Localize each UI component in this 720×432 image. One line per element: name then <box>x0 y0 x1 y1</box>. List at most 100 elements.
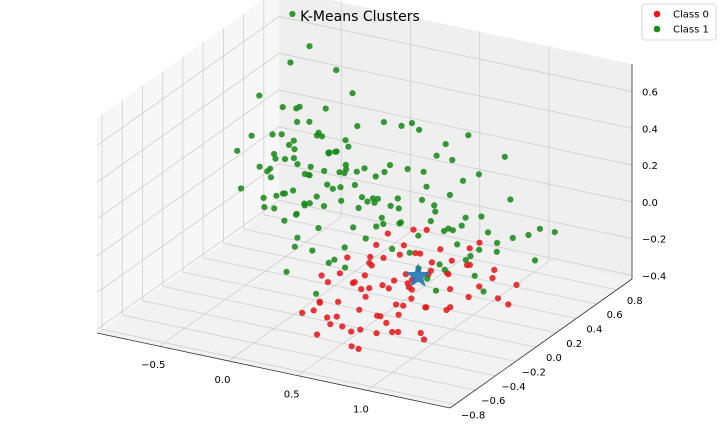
data-point <box>427 218 434 225</box>
data-point <box>476 239 483 246</box>
data-point <box>324 279 331 286</box>
data-point <box>449 156 456 164</box>
data-point <box>395 205 402 212</box>
data-point <box>400 302 407 309</box>
data-point <box>447 286 454 293</box>
z-gridline-back <box>278 163 633 239</box>
data-point <box>313 132 321 139</box>
data-point <box>395 328 402 336</box>
data-point <box>267 174 274 181</box>
y-gridline-floor <box>101 329 456 405</box>
data-point <box>248 132 255 139</box>
y-tick-label: −0.4 <box>501 382 525 393</box>
data-point <box>462 214 469 221</box>
z-gridline-back <box>278 16 633 92</box>
z-gridline-back <box>278 89 633 166</box>
data-point <box>410 226 417 233</box>
data-point <box>385 285 392 292</box>
z-gridline-wall <box>96 16 280 146</box>
data-point <box>417 329 424 337</box>
data-point <box>465 132 472 139</box>
data-point <box>306 172 313 179</box>
data-point <box>418 196 426 203</box>
data-point <box>389 328 396 336</box>
data-point <box>374 312 381 319</box>
data-point <box>361 165 368 172</box>
y-tick-label: 0.0 <box>546 353 562 364</box>
data-point <box>406 249 413 256</box>
x-gridline-floor <box>228 231 411 362</box>
data-point <box>389 245 396 252</box>
data-point <box>378 214 385 221</box>
data-point <box>290 187 297 194</box>
data-point <box>362 235 369 242</box>
data-point <box>464 262 471 269</box>
data-point <box>525 231 532 239</box>
data-point <box>291 243 298 250</box>
data-point <box>279 104 286 111</box>
data-point <box>333 313 340 320</box>
x-gridline-floor <box>159 216 342 347</box>
data-point <box>432 287 440 294</box>
data-point <box>260 194 267 201</box>
back-wall-pane <box>279 0 632 279</box>
data-point <box>491 266 498 273</box>
data-point <box>476 246 483 253</box>
data-point <box>327 321 334 328</box>
data-point <box>281 217 288 224</box>
data-point <box>234 147 241 154</box>
data-point <box>467 253 474 260</box>
data-point <box>373 330 380 337</box>
z-tick-label: 0.4 <box>642 124 658 135</box>
data-point <box>333 148 340 155</box>
legend-box <box>641 3 717 41</box>
data-point <box>315 225 322 232</box>
data-point <box>299 309 306 316</box>
data-point <box>336 270 343 277</box>
data-point <box>416 126 423 133</box>
data-point <box>354 123 361 130</box>
data-point <box>337 184 344 191</box>
data-point <box>454 241 461 248</box>
data-point <box>436 261 443 268</box>
data-point <box>306 200 313 207</box>
z-tick-label: −0.4 <box>642 271 666 282</box>
data-point <box>386 162 394 169</box>
data-point <box>307 163 314 170</box>
data-point <box>415 232 422 239</box>
data-point <box>348 343 355 350</box>
data-point <box>431 202 438 209</box>
data-point <box>417 250 424 257</box>
data-point <box>342 137 349 144</box>
data-point <box>287 59 294 66</box>
data-point <box>362 293 369 300</box>
data-point <box>324 314 331 321</box>
data-point <box>462 257 469 264</box>
data-point <box>441 266 448 273</box>
data-point <box>351 181 358 189</box>
data-point <box>408 295 415 302</box>
data-point <box>445 225 452 232</box>
data-point <box>313 290 320 297</box>
scatter-points <box>234 10 558 352</box>
data-point <box>361 272 368 279</box>
z-gridline-wall <box>96 163 280 293</box>
z-gridline-wall <box>96 52 280 183</box>
data-point <box>384 230 391 237</box>
data-point <box>380 220 387 228</box>
data-point <box>256 92 263 99</box>
y-gridline-floor <box>142 300 496 377</box>
y-tick-label: 0.6 <box>607 310 623 321</box>
legend: Class 0 Class 1 <box>641 3 717 41</box>
data-point <box>318 272 325 279</box>
axis-panes <box>97 0 632 408</box>
data-point <box>345 143 352 150</box>
data-point <box>394 195 401 202</box>
y-axis-line <box>449 278 633 409</box>
z-tick-label: 0.6 <box>642 88 658 99</box>
data-point <box>509 234 516 242</box>
data-point <box>348 328 355 335</box>
x-gridline-floor <box>297 246 480 376</box>
data-point <box>400 242 407 249</box>
data-point <box>355 345 362 352</box>
